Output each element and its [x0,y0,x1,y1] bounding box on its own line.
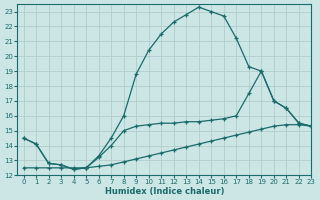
X-axis label: Humidex (Indice chaleur): Humidex (Indice chaleur) [105,187,224,196]
